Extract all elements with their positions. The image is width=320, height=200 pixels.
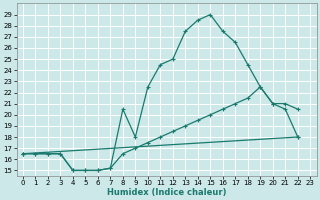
X-axis label: Humidex (Indice chaleur): Humidex (Indice chaleur) xyxy=(107,188,226,197)
